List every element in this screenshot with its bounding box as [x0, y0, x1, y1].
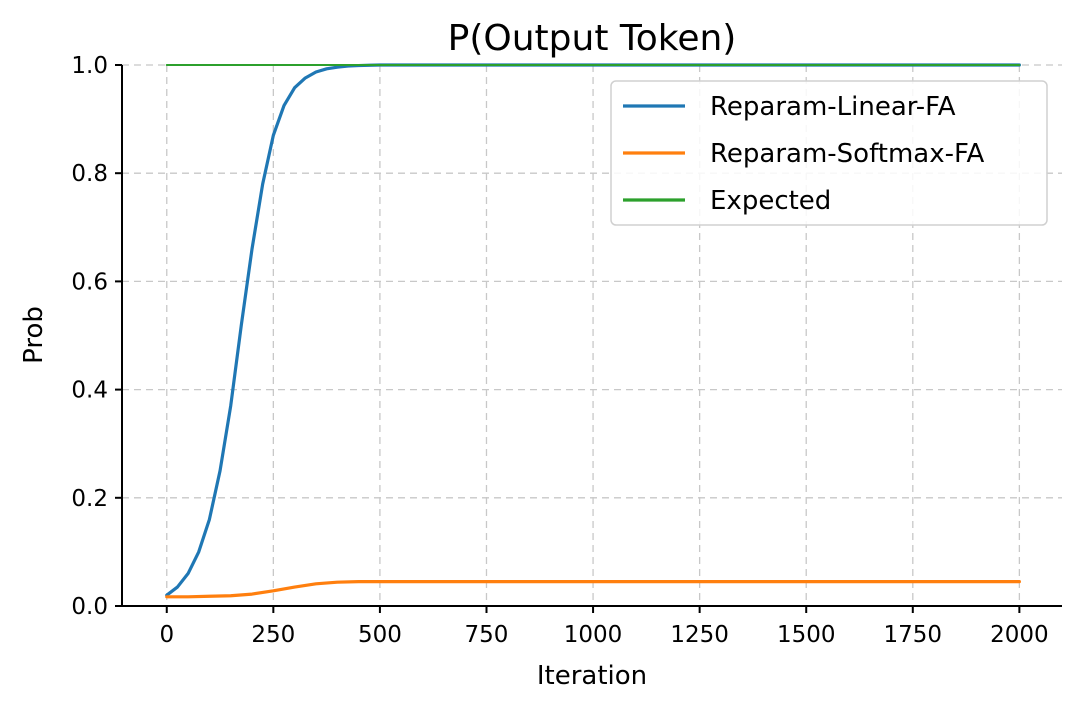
x-tick-label: 1750 — [884, 622, 943, 648]
y-tick-label: 0.0 — [71, 594, 108, 620]
series-lines — [165, 63, 1021, 599]
x-axis-label: Iteration — [537, 661, 647, 691]
y-tick-label: 0.2 — [71, 486, 108, 512]
y-tick-label: 1.0 — [71, 53, 108, 79]
legend-label: Reparam-Softmax-FA — [710, 139, 985, 169]
y-tick-label: 0.4 — [71, 378, 108, 404]
legend-label: Expected — [710, 186, 831, 216]
series-line-reparam-softmax-fa — [165, 580, 1021, 599]
chart-title: P(Output Token) — [448, 18, 737, 59]
x-tick-label: 1500 — [777, 622, 836, 648]
axes — [121, 65, 1062, 607]
x-tick-label: 2000 — [990, 622, 1049, 648]
y-tick-label: 0.6 — [71, 269, 108, 295]
tick-marks: 0 250 500 750 1000 1250 1500 1750 2000 0.0 0.2 0.4 0… — [71, 53, 1048, 648]
x-tick-label: 750 — [465, 622, 509, 648]
x-tick-label: 500 — [358, 622, 402, 648]
legend-label: Reparam-Linear-FA — [710, 92, 956, 122]
y-axis-label: Prob — [19, 306, 49, 364]
legend: Reparam-Linear-FA Reparam-Softmax-FA Expec… — [610, 80, 1048, 226]
x-tick-label: 250 — [251, 622, 295, 648]
legend-frame — [610, 80, 1048, 226]
x-tick-label: 0 — [159, 622, 174, 648]
x-tick-label: 1000 — [564, 622, 623, 648]
y-tick-label: 0.8 — [71, 161, 108, 187]
x-tick-label: 1250 — [670, 622, 729, 648]
